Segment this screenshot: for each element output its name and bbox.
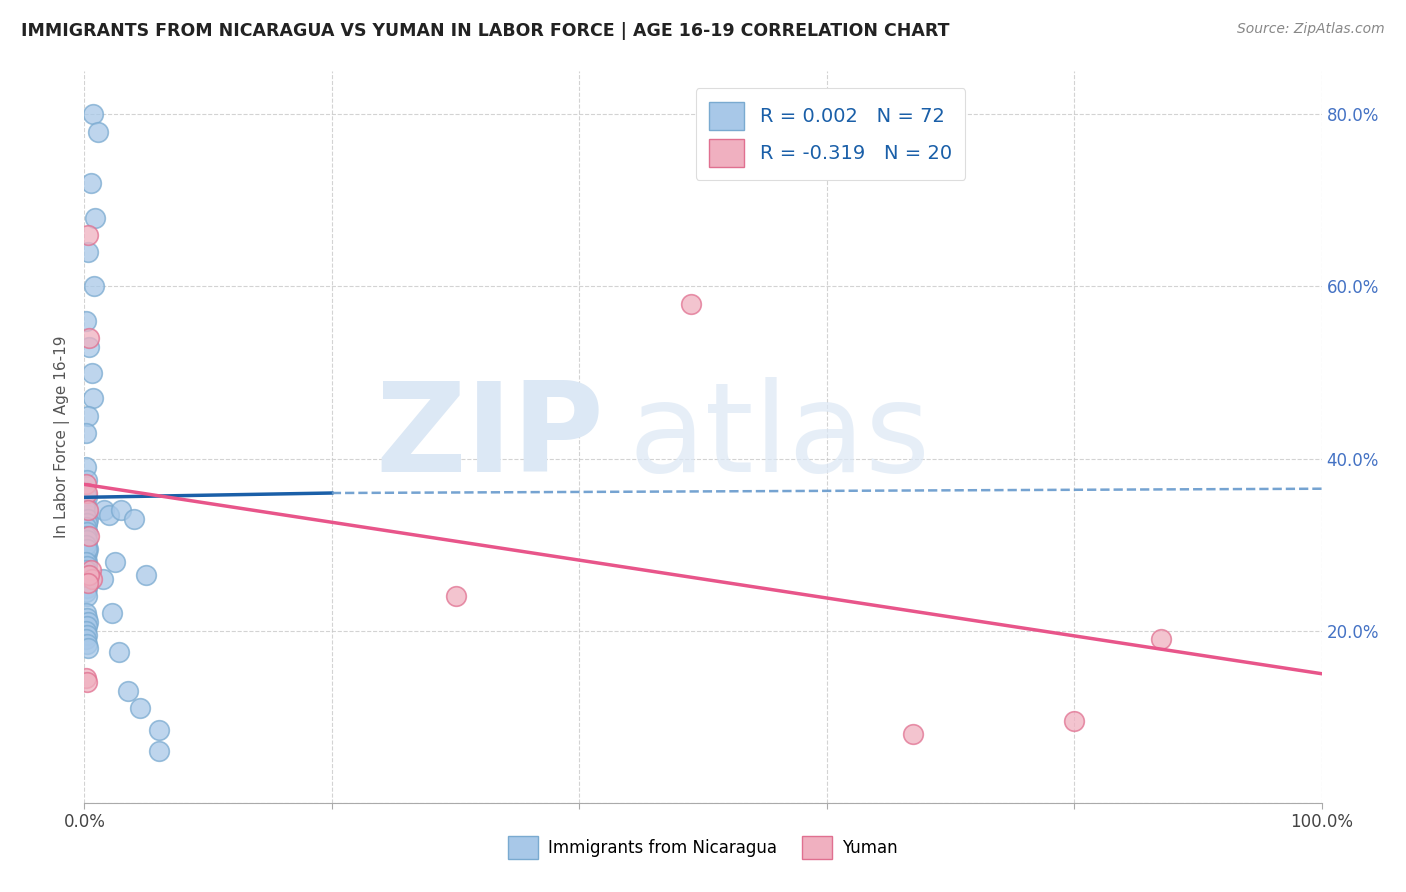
Point	[117, 684, 139, 698]
Point	[98, 508, 121, 522]
Point	[77, 512, 100, 526]
Point	[75, 585, 97, 599]
Point	[75, 576, 97, 591]
Point	[76, 491, 98, 505]
Point	[75, 671, 97, 685]
Point	[76, 516, 98, 530]
Point	[76, 628, 98, 642]
Text: Source: ZipAtlas.com: Source: ZipAtlas.com	[1237, 22, 1385, 37]
Point	[79, 529, 101, 543]
Point	[77, 572, 100, 586]
Point	[77, 541, 100, 556]
Point	[76, 524, 98, 539]
Point	[75, 538, 97, 552]
Text: atlas: atlas	[628, 376, 931, 498]
Point	[135, 567, 157, 582]
Point	[91, 572, 114, 586]
Point	[75, 564, 97, 578]
Point	[76, 559, 98, 574]
Point	[75, 529, 97, 543]
Point	[75, 520, 97, 534]
Point	[75, 624, 97, 638]
Point	[76, 473, 98, 487]
Point	[79, 567, 101, 582]
Point	[75, 425, 97, 440]
Point	[75, 607, 97, 621]
Y-axis label: In Labor Force | Age 16-19: In Labor Force | Age 16-19	[55, 335, 70, 539]
Point	[100, 607, 122, 621]
Point	[75, 520, 97, 534]
Point	[82, 107, 104, 121]
Point	[75, 460, 97, 475]
Point	[83, 279, 105, 293]
Text: IMMIGRANTS FROM NICARAGUA VS YUMAN IN LABOR FORCE | AGE 16-19 CORRELATION CHART: IMMIGRANTS FROM NICARAGUA VS YUMAN IN LA…	[21, 22, 949, 40]
Point	[122, 512, 145, 526]
Point	[80, 366, 103, 380]
Point	[76, 524, 98, 539]
Point	[76, 541, 98, 556]
Point	[77, 409, 100, 423]
Point	[75, 529, 97, 543]
Point	[77, 576, 100, 591]
Point	[77, 508, 100, 522]
Point	[77, 640, 100, 655]
Point	[104, 555, 127, 569]
Point	[76, 486, 98, 500]
Point	[1063, 714, 1085, 728]
Point	[76, 567, 98, 582]
Point	[75, 512, 97, 526]
Point	[76, 533, 98, 548]
Point	[1150, 632, 1173, 647]
Point	[75, 477, 97, 491]
Point	[79, 564, 101, 578]
Point	[76, 503, 98, 517]
Point	[75, 499, 97, 513]
Text: ZIP: ZIP	[375, 376, 605, 498]
Point	[129, 701, 152, 715]
Point	[76, 589, 98, 603]
Point	[75, 632, 97, 647]
Point	[75, 555, 97, 569]
Point	[77, 227, 100, 242]
Point	[75, 538, 97, 552]
Point	[679, 296, 702, 310]
Point	[87, 125, 110, 139]
Point	[76, 581, 98, 595]
Point	[79, 176, 101, 190]
Point	[76, 533, 98, 548]
Point	[77, 615, 100, 629]
Point	[75, 314, 97, 328]
Point	[79, 340, 101, 354]
Point	[148, 723, 170, 737]
Point	[108, 645, 131, 659]
Point	[84, 211, 107, 225]
Point	[903, 727, 925, 741]
Point	[77, 503, 100, 517]
Point	[93, 503, 115, 517]
Point	[76, 611, 98, 625]
Legend: R = 0.002   N = 72, R = -0.319   N = 20: R = 0.002 N = 72, R = -0.319 N = 20	[696, 88, 966, 180]
Point	[79, 331, 101, 345]
Point	[75, 486, 97, 500]
Point	[110, 503, 132, 517]
Point	[77, 245, 100, 260]
Point	[75, 550, 97, 565]
Point	[76, 555, 98, 569]
Point	[76, 675, 98, 690]
Point	[76, 546, 98, 560]
Point	[76, 637, 98, 651]
Point	[75, 503, 97, 517]
Legend: Immigrants from Nicaragua, Yuman: Immigrants from Nicaragua, Yuman	[502, 829, 904, 866]
Point	[148, 744, 170, 758]
Point	[444, 589, 467, 603]
Point	[76, 619, 98, 633]
Point	[82, 392, 104, 406]
Point	[80, 572, 103, 586]
Point	[76, 516, 98, 530]
